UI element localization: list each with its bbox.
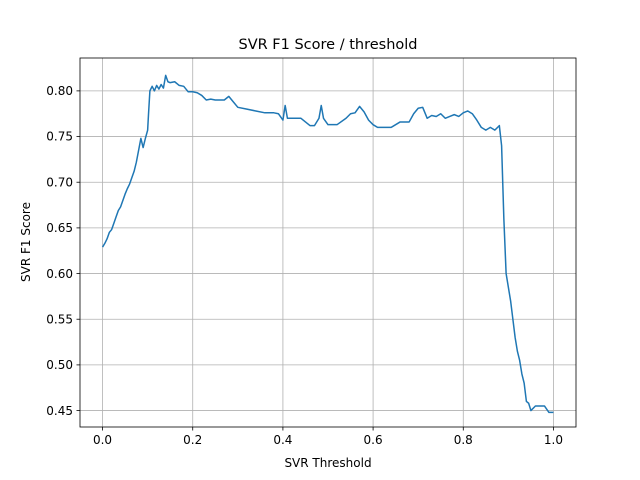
y-tick-label: 0.70 bbox=[46, 175, 73, 189]
y-tick-label: 0.60 bbox=[46, 267, 73, 281]
x-tick-label: 1.0 bbox=[544, 433, 563, 447]
x-tick-label: 0.6 bbox=[364, 433, 383, 447]
y-tick-label: 0.45 bbox=[46, 404, 73, 418]
x-axis-label: SVR Threshold bbox=[284, 456, 371, 470]
y-axis-ticks: 0.45 0.50 0.55 0.60 0.65 0.70 0.75 0.80 bbox=[46, 84, 80, 418]
x-tick-label: 0.0 bbox=[93, 433, 112, 447]
grid bbox=[80, 58, 576, 427]
x-tick-label: 0.2 bbox=[183, 433, 202, 447]
x-tick-label: 0.8 bbox=[454, 433, 473, 447]
y-tick-label: 0.65 bbox=[46, 221, 73, 235]
y-tick-label: 0.75 bbox=[46, 130, 73, 144]
y-axis-label: SVR F1 Score bbox=[19, 202, 33, 282]
series-line bbox=[101, 74, 554, 414]
x-tick-label: 0.4 bbox=[273, 433, 292, 447]
y-tick-label: 0.55 bbox=[46, 312, 73, 326]
plot-frame bbox=[79, 57, 577, 428]
y-tick-label: 0.50 bbox=[46, 358, 73, 372]
x-axis-ticks: 0.0 0.2 0.4 0.6 0.8 1.0 bbox=[93, 427, 563, 447]
y-tick-label: 0.80 bbox=[46, 84, 73, 98]
chart-title: SVR F1 Score / threshold bbox=[239, 37, 418, 53]
